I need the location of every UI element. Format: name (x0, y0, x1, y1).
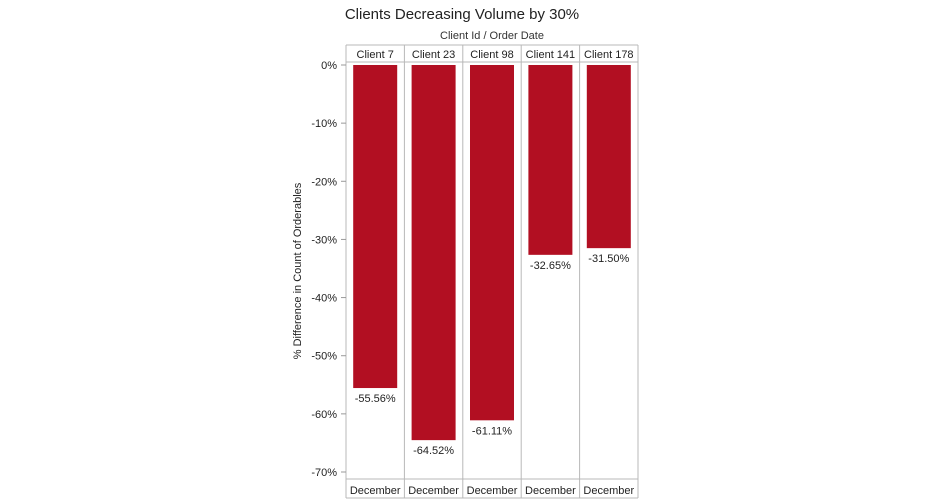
bar (528, 65, 573, 255)
y-tick-label: -20% (311, 176, 337, 188)
data-label: -32.65% (530, 260, 571, 272)
column-footer: December (408, 485, 459, 497)
data-label: -64.52% (413, 445, 454, 457)
bar (411, 65, 456, 441)
y-tick-label: 0% (321, 60, 337, 72)
data-label: -31.50% (588, 253, 629, 265)
data-label: -55.56% (355, 393, 396, 405)
chart-frame (345, 44, 639, 499)
column-header: Client 7 (357, 49, 394, 61)
column-footer: December (583, 485, 634, 497)
y-tick-label: -30% (311, 234, 337, 246)
chart-title: Clients Decreasing Volume by 30% (345, 6, 579, 23)
data-labels: -55.56% -64.52% -61.11% -32.65% -31.50% (355, 253, 630, 457)
column-header: Client 178 (584, 49, 634, 61)
column-footer: December (467, 485, 518, 497)
column-header: Client 141 (526, 49, 576, 61)
bars (353, 65, 631, 441)
column-headers: Client 7 Client 23 Client 98 Client 141 Clie… (357, 49, 634, 61)
bar (470, 65, 514, 421)
column-footer: December (525, 485, 576, 497)
column-footers: December December December December December (350, 485, 635, 497)
y-tick-label: -60% (311, 409, 337, 421)
column-header: Client 23 (412, 49, 455, 61)
column-header: Client 98 (470, 49, 513, 61)
bar (353, 65, 398, 389)
y-axis-label: % Difference in Count of Orderables (292, 182, 304, 359)
bar (586, 65, 631, 249)
y-tick-label: -40% (311, 293, 337, 305)
column-footer: December (350, 485, 401, 497)
data-label: -61.11% (472, 425, 512, 437)
y-tick-label: -50% (311, 351, 337, 363)
y-tick-label: -10% (311, 118, 337, 130)
y-tick-label: -70% (311, 467, 337, 479)
y-axis: 0% -10% -20% -30% -40% -50% -60% -70% (311, 60, 346, 479)
chart-subtitle: Client Id / Order Date (440, 30, 544, 42)
